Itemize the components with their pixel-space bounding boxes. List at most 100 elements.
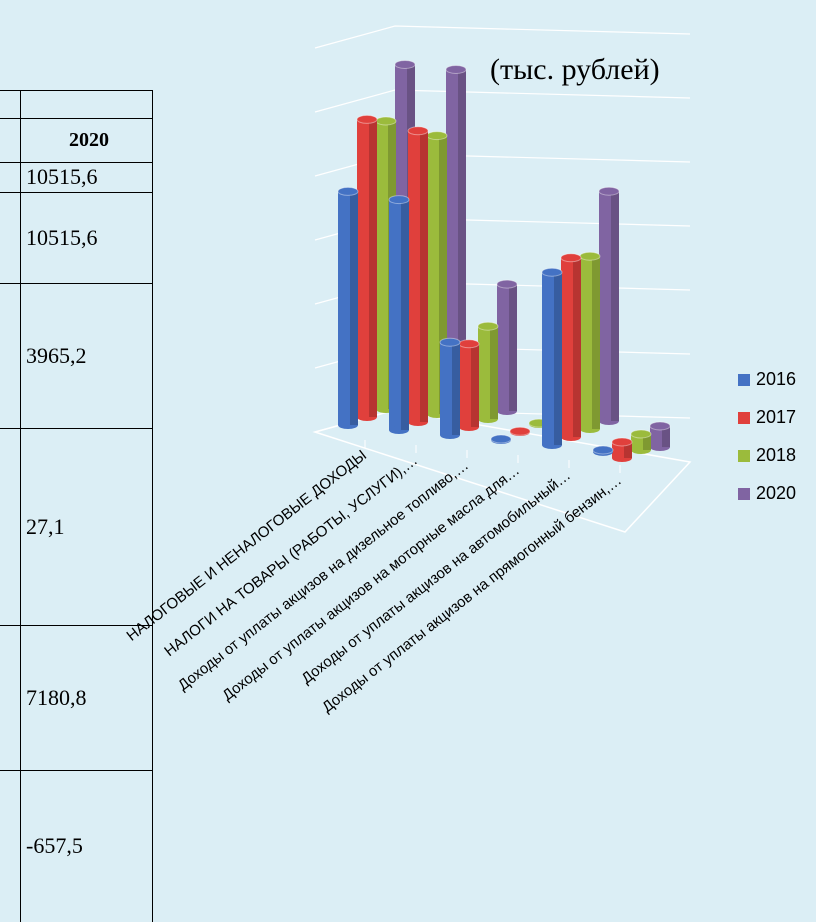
table-border bbox=[0, 428, 153, 429]
table-border bbox=[0, 625, 153, 626]
bar bbox=[592, 445, 614, 456]
bar-top bbox=[598, 186, 620, 196]
bar-shade bbox=[592, 256, 600, 429]
table-border bbox=[152, 90, 153, 922]
bar-body bbox=[650, 426, 670, 448]
legend-swatch bbox=[738, 412, 750, 424]
bar-base bbox=[561, 433, 581, 441]
table-border bbox=[20, 90, 21, 922]
bar-base bbox=[580, 425, 600, 433]
legend-label: 2018 bbox=[756, 445, 796, 465]
bar-body bbox=[631, 434, 651, 450]
bar bbox=[337, 186, 359, 429]
bar bbox=[490, 434, 512, 444]
table-cell: 27,1 bbox=[26, 513, 65, 539]
grid-line bbox=[314, 25, 691, 49]
bar-shade bbox=[471, 343, 479, 427]
legend-swatch bbox=[738, 374, 750, 386]
bar-base bbox=[440, 431, 460, 439]
bar-shade bbox=[509, 284, 517, 411]
bar-base bbox=[357, 413, 377, 421]
bar-top bbox=[445, 65, 467, 75]
legend-swatch bbox=[738, 488, 750, 500]
table-border bbox=[0, 90, 153, 91]
bar-shade bbox=[554, 272, 562, 445]
bar-top bbox=[388, 195, 410, 205]
bar-base bbox=[408, 418, 428, 426]
bar-top bbox=[490, 434, 512, 444]
bar-body bbox=[478, 326, 498, 419]
legend-label: 2017 bbox=[756, 407, 796, 427]
bar-base bbox=[542, 441, 562, 449]
bar-shade bbox=[643, 434, 651, 450]
chart-subtitle: (тыс. рублей) bbox=[490, 53, 660, 86]
legend-swatch bbox=[738, 450, 750, 462]
bar-shade bbox=[439, 135, 447, 414]
bar-top bbox=[439, 337, 461, 347]
bar-top bbox=[541, 267, 563, 277]
bar bbox=[458, 339, 480, 431]
table-cell: -657,5 bbox=[26, 833, 83, 858]
table-border bbox=[0, 118, 153, 119]
bar-shade bbox=[490, 326, 498, 419]
bar-body bbox=[389, 199, 409, 430]
bar-base bbox=[497, 407, 517, 415]
bar bbox=[611, 437, 633, 462]
bar-top bbox=[509, 426, 531, 436]
bar-base bbox=[459, 423, 479, 431]
bar-shade bbox=[369, 119, 377, 418]
bar-top bbox=[649, 421, 671, 431]
bar-body bbox=[357, 119, 377, 418]
bar bbox=[407, 126, 429, 426]
x-tick-label: Доходы от уплаты акцизов на автомобильны… bbox=[298, 467, 573, 687]
bar-top bbox=[407, 126, 429, 136]
table-cell: 3965,2 bbox=[26, 342, 87, 368]
bar-top bbox=[579, 251, 601, 261]
bar-top bbox=[560, 253, 582, 263]
bar bbox=[477, 321, 499, 423]
bar-body bbox=[612, 442, 632, 458]
bar-top bbox=[592, 445, 614, 455]
bar-shade bbox=[662, 426, 670, 448]
bar-top bbox=[458, 339, 480, 349]
bar-top bbox=[337, 186, 359, 196]
bar bbox=[496, 279, 518, 415]
bar-base bbox=[650, 443, 670, 452]
table-border bbox=[0, 770, 153, 771]
bar-shade bbox=[401, 199, 409, 430]
bar-shade bbox=[458, 69, 466, 407]
bar-shade bbox=[452, 342, 460, 435]
bar-top bbox=[356, 114, 378, 124]
bar bbox=[598, 186, 620, 425]
bar-body bbox=[497, 284, 517, 411]
bar bbox=[630, 429, 652, 454]
table-cell: 10515,6 bbox=[26, 164, 98, 189]
bar-base bbox=[389, 426, 409, 434]
legend-label: 2020 bbox=[756, 483, 796, 503]
bar-shade bbox=[350, 191, 358, 425]
bar-body bbox=[599, 191, 619, 421]
bar bbox=[560, 253, 582, 441]
bar-top bbox=[426, 131, 448, 141]
bar-top bbox=[611, 437, 633, 447]
bar-shade bbox=[420, 130, 428, 423]
table-cell: 7180,8 bbox=[26, 684, 87, 710]
bar-shade bbox=[624, 442, 632, 458]
table-header: 2020 bbox=[69, 128, 109, 151]
bar-shade bbox=[573, 257, 581, 437]
bar-body bbox=[338, 191, 358, 425]
bar-body bbox=[459, 343, 479, 427]
bar bbox=[388, 195, 410, 434]
bar-base bbox=[631, 446, 651, 454]
bar bbox=[509, 426, 531, 436]
bar bbox=[649, 421, 671, 452]
bar bbox=[356, 114, 378, 421]
bar bbox=[579, 251, 601, 433]
bar bbox=[541, 267, 563, 449]
bar bbox=[439, 337, 461, 439]
bar-base bbox=[338, 421, 358, 429]
bar-top bbox=[630, 429, 652, 439]
bar-base bbox=[478, 415, 498, 423]
table-cell: 10515,6 bbox=[26, 224, 98, 250]
